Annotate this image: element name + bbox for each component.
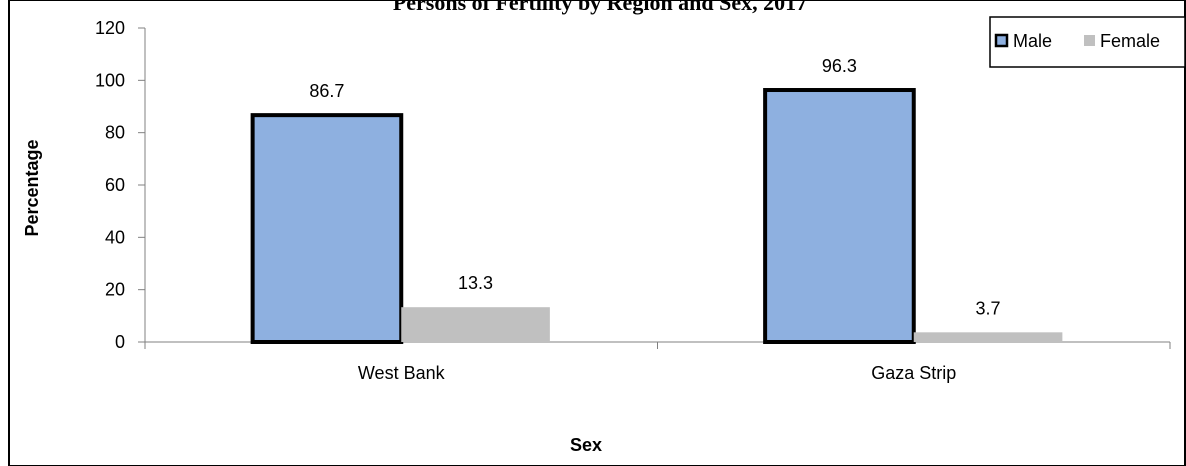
y-axis-ticks: 0 20 40 60 80 100 120 (95, 18, 145, 352)
x-tick-label: West Bank (358, 363, 446, 383)
data-label: 13.3 (458, 273, 493, 293)
chart-frame (8, 0, 1186, 466)
y-tick-label: 120 (95, 18, 125, 38)
bar-female-west-bank (401, 307, 550, 342)
y-tick-label: 80 (105, 123, 125, 143)
bar-male-west-bank (250, 113, 404, 345)
legend: Male Female (989, 16, 1186, 68)
data-label: 86.7 (309, 81, 344, 101)
bar-female-gaza-strip (913, 332, 1063, 342)
legend-label-male: Male (1013, 31, 1052, 51)
y-tick-label: 0 (115, 332, 125, 352)
y-tick-label: 100 (95, 70, 125, 90)
y-tick-label: 40 (105, 227, 125, 247)
legend-swatch-female (1084, 35, 1095, 46)
y-axis-title: Percentage (22, 139, 42, 236)
bars (250, 88, 1063, 345)
x-axis-title: Sex (570, 435, 602, 455)
data-label: 96.3 (822, 56, 857, 76)
y-tick-label: 60 (105, 175, 125, 195)
legend-label-female: Female (1100, 31, 1160, 51)
x-tick-label: Gaza Strip (871, 363, 956, 383)
bar-male-gaza-strip (763, 88, 916, 344)
data-labels: 86.7 13.3 96.3 3.7 (309, 56, 1000, 318)
chart-title: Persons of Fertility by Region and Sex, … (393, 0, 807, 15)
legend-swatch-male (994, 33, 1009, 48)
y-tick-label: 20 (105, 280, 125, 300)
data-label: 3.7 (976, 298, 1001, 318)
x-axis-ticks: West Bank Gaza Strip (144, 342, 1171, 383)
